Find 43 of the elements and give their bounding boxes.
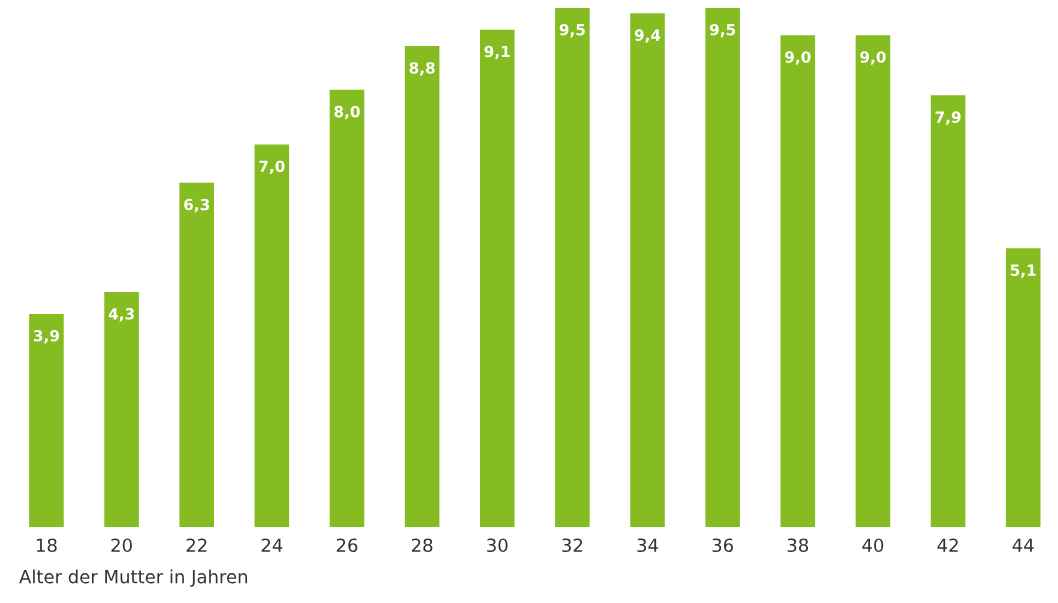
x-tick-label: 40 [862, 538, 884, 553]
x-tick-label: 20 [111, 538, 132, 553]
data-label: 3,9 [33, 329, 59, 344]
x-tick-label: 26 [336, 538, 358, 553]
bar [404, 46, 440, 528]
data-label: 6,3 [184, 198, 210, 213]
x-tick-label: 32 [562, 538, 583, 553]
bar [104, 292, 139, 528]
data-label: 7,9 [935, 111, 961, 125]
bar [705, 7, 740, 528]
data-label: 9,5 [709, 23, 736, 38]
data-label: 7,0 [259, 160, 285, 175]
x-tick-label: 34 [637, 538, 658, 553]
data-label: 8,0 [334, 105, 360, 120]
bar [780, 35, 816, 528]
data-label: 9,0 [785, 51, 811, 65]
data-label: 9,0 [860, 51, 886, 65]
x-tick-label: 28 [411, 538, 433, 553]
data-label: 8,8 [409, 62, 435, 76]
bar [855, 35, 891, 528]
bar [555, 7, 590, 528]
x-tick-label: 42 [937, 538, 958, 552]
data-label: 9,4 [634, 29, 661, 43]
bar [179, 182, 214, 528]
x-tick-label: 18 [36, 538, 57, 553]
data-label: 9,1 [484, 45, 510, 60]
data-label: 9,5 [559, 23, 585, 38]
bar [930, 95, 966, 528]
bar [254, 144, 290, 528]
data-label: 4,3 [108, 308, 134, 322]
bar [29, 313, 64, 528]
bar [479, 29, 515, 528]
data-label: 5,1 [1010, 264, 1036, 278]
x-tick-label: 44 [1012, 538, 1034, 552]
x-tick-label: 22 [186, 538, 207, 552]
x-tick-label: 36 [712, 538, 734, 553]
x-axis-title: Alter der Mutter in Jahren [19, 569, 248, 587]
bar [1005, 248, 1041, 528]
x-tick-label: 24 [261, 538, 283, 552]
x-tick-label: 38 [787, 538, 809, 553]
x-tick-label: 30 [487, 538, 508, 553]
bar [630, 13, 665, 528]
bar [329, 89, 365, 528]
